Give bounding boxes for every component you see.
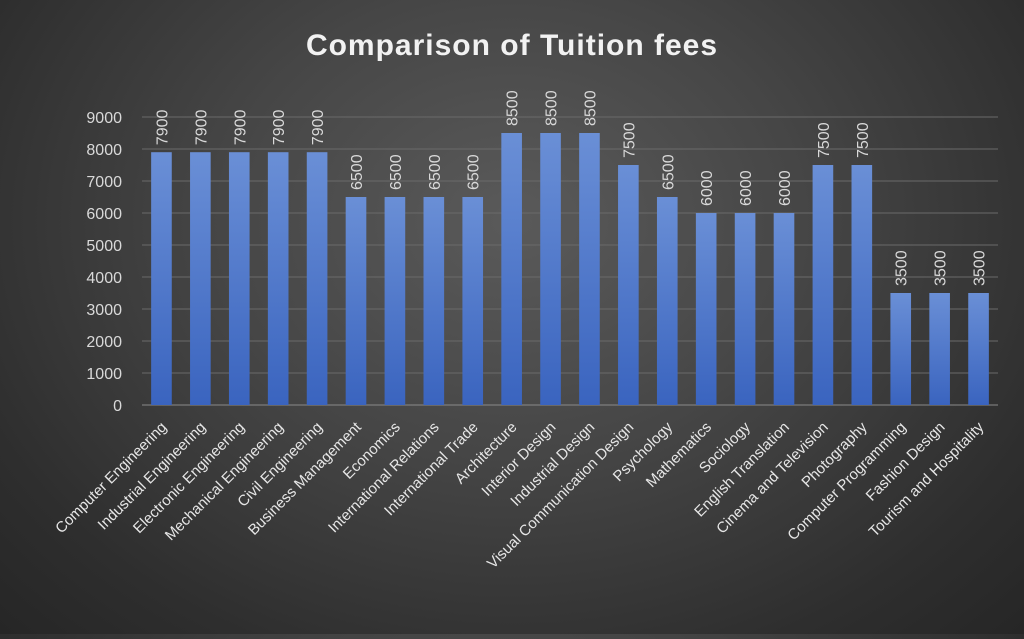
y-tick-label: 0 (113, 398, 122, 415)
data-label: 7900 (271, 110, 288, 146)
data-label: 8500 (505, 90, 522, 126)
y-tick-label: 6000 (86, 206, 122, 223)
bar (890, 293, 912, 405)
y-tick-label: 2000 (86, 334, 122, 351)
data-label: 6000 (738, 170, 755, 206)
bar (384, 197, 406, 405)
bars (151, 133, 989, 405)
y-tick-label: 7000 (86, 174, 122, 191)
bar (656, 197, 678, 405)
data-label: 6000 (699, 170, 716, 206)
y-tick-label: 1000 (86, 366, 122, 383)
chart-title: Comparison of Tuition fees (306, 29, 718, 62)
data-labels: 7900 7900 7900 7900 7900 6500 6500 6500 6500 8500… (154, 90, 988, 286)
data-label: 3500 (972, 250, 989, 286)
data-label: 8500 (582, 90, 599, 126)
data-label: 6500 (349, 154, 366, 190)
data-label: 7900 (154, 110, 171, 146)
bar (812, 165, 834, 405)
data-label: 7900 (310, 110, 327, 146)
data-label: 3500 (894, 250, 911, 286)
y-axis: 0 1000 2000 3000 4000 5000 6000 7000 8000 9000 (86, 110, 122, 415)
bar (929, 293, 950, 405)
bar (579, 133, 600, 405)
data-label: 3500 (933, 250, 950, 286)
y-tick-label: 8000 (86, 142, 122, 159)
data-label: 6500 (427, 154, 444, 190)
y-tick-label: 9000 (86, 110, 122, 127)
bar (423, 197, 445, 405)
bar (462, 197, 484, 405)
data-label: 6500 (466, 154, 483, 190)
bar (190, 152, 211, 405)
bar (501, 133, 522, 405)
data-label: 6500 (388, 154, 405, 190)
data-label: 7900 (232, 110, 249, 146)
y-tick-label: 3000 (86, 302, 122, 319)
bar (773, 213, 795, 405)
bar (618, 165, 639, 405)
data-label: 6500 (660, 154, 677, 190)
bar (695, 213, 717, 405)
data-label: 8500 (544, 90, 561, 126)
bar (151, 152, 172, 405)
bar (540, 133, 561, 405)
bar (228, 152, 250, 405)
data-label: 7500 (816, 122, 833, 158)
y-tick-label: 5000 (86, 238, 122, 255)
bar (851, 165, 873, 405)
bar (734, 213, 756, 405)
y-tick-label: 4000 (86, 270, 122, 287)
data-label: 6000 (777, 170, 794, 206)
data-label: 7900 (193, 110, 210, 146)
bar (267, 152, 289, 405)
bar (968, 293, 989, 405)
data-label: 7500 (621, 122, 638, 158)
bar (345, 197, 367, 405)
bar (306, 152, 328, 405)
data-label: 7500 (855, 122, 872, 158)
